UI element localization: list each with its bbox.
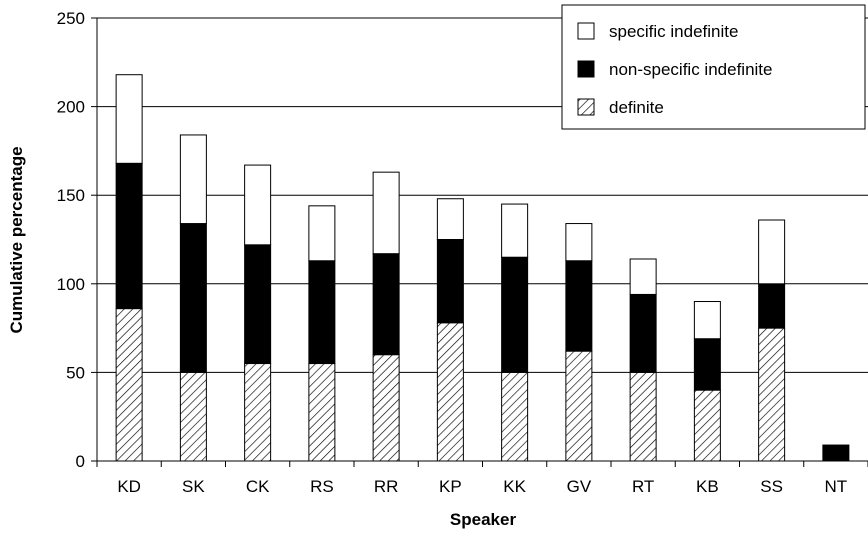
bar-segment bbox=[308, 363, 336, 462]
x-tick-label: NT bbox=[825, 477, 848, 496]
bar-segment bbox=[758, 327, 786, 462]
legend-swatch bbox=[577, 22, 595, 40]
bar-segment bbox=[436, 322, 464, 462]
bar-segment bbox=[565, 350, 593, 462]
bar-segment bbox=[308, 205, 336, 262]
bar-segment bbox=[115, 162, 143, 310]
legend-swatch bbox=[577, 98, 595, 116]
bar-segment bbox=[372, 253, 400, 356]
axes bbox=[91, 17, 868, 467]
y-tick-label: 150 bbox=[57, 186, 85, 205]
bar-segment bbox=[758, 219, 786, 285]
x-tick-labels: KD SK CK RS RR KP KK GV RT KB SS NT bbox=[117, 477, 847, 496]
y-tick-label: 50 bbox=[66, 363, 85, 382]
bar-segment bbox=[244, 363, 272, 462]
x-tick-label: RS bbox=[310, 477, 334, 496]
bar-segment bbox=[693, 389, 721, 462]
x-tick-label: CK bbox=[246, 477, 270, 496]
x-tick-label: SK bbox=[182, 477, 205, 496]
bar-segment bbox=[308, 260, 336, 365]
bar-segment bbox=[629, 371, 657, 462]
bar-segment bbox=[501, 256, 529, 373]
x-tick-label: KK bbox=[503, 477, 526, 496]
bar-segment bbox=[179, 371, 207, 462]
bar-segment bbox=[693, 301, 721, 340]
legend-box bbox=[561, 4, 866, 130]
bar-segment bbox=[758, 283, 786, 329]
x-tick-label: SS bbox=[760, 477, 783, 496]
bar-segment bbox=[244, 164, 272, 246]
legend-label: specific indefinite bbox=[609, 22, 738, 41]
bar-segment bbox=[115, 74, 143, 164]
bar-segment bbox=[372, 354, 400, 462]
x-axis-title: Speaker bbox=[450, 510, 517, 529]
x-tick-label: KP bbox=[439, 477, 462, 496]
y-axis-title: Cumulative percentage bbox=[7, 146, 26, 333]
y-tick-labels: 0 50 100 150 200 250 bbox=[57, 9, 85, 471]
bar-segment bbox=[822, 444, 850, 462]
bar-segment bbox=[565, 223, 593, 262]
bar-segment bbox=[501, 203, 529, 258]
bars bbox=[115, 74, 850, 462]
bar-segment bbox=[179, 134, 207, 225]
x-tick-label: GV bbox=[567, 477, 592, 496]
x-tick-label: RT bbox=[632, 477, 654, 496]
bar-segment bbox=[565, 260, 593, 352]
bar-segment bbox=[501, 371, 529, 462]
legend-label: non-specific indefinite bbox=[609, 60, 772, 79]
bar-segment bbox=[629, 293, 657, 373]
bar-segment bbox=[436, 198, 464, 241]
bar-segment bbox=[179, 223, 207, 373]
bar-segment bbox=[372, 171, 400, 255]
y-tick-label: 200 bbox=[57, 98, 85, 117]
bar-segment bbox=[115, 308, 143, 462]
bar-segment bbox=[629, 258, 657, 295]
y-tick-label: 250 bbox=[57, 9, 85, 28]
bar-segment bbox=[244, 244, 272, 365]
x-tick-label: KD bbox=[117, 477, 141, 496]
y-tick-label: 0 bbox=[76, 452, 85, 471]
bar-segment bbox=[693, 338, 721, 391]
legend-label: definite bbox=[609, 98, 664, 117]
x-tick-label: KB bbox=[696, 477, 719, 496]
x-tick-label: RR bbox=[374, 477, 399, 496]
legend: specific indefinite non-specific indefini… bbox=[561, 4, 866, 130]
bar-segment bbox=[436, 239, 464, 324]
legend-swatch bbox=[577, 60, 595, 78]
y-tick-label: 100 bbox=[57, 275, 85, 294]
